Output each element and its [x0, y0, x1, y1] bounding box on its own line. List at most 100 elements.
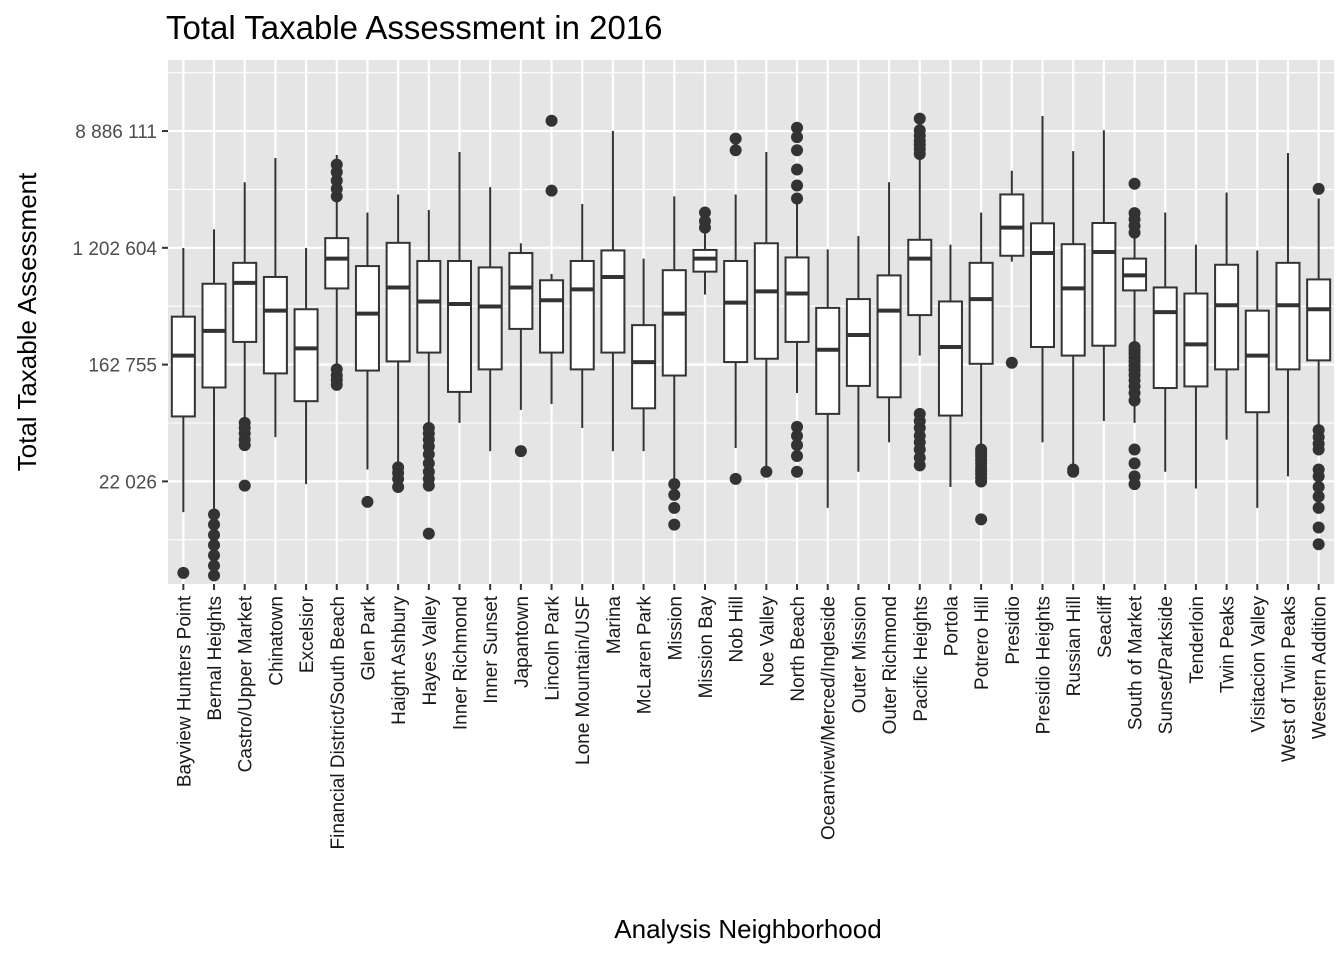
box-group — [262, 158, 288, 438]
outlier-point — [1312, 521, 1325, 534]
outlier-point — [208, 559, 221, 572]
outlier-point — [729, 132, 742, 145]
x-tick-label: Portola — [941, 596, 962, 657]
outlier-point — [1005, 356, 1018, 369]
box-iqr — [1029, 222, 1056, 349]
outlier-point — [545, 114, 558, 127]
box-iqr — [262, 275, 288, 375]
box-iqr — [876, 274, 902, 399]
box-iqr — [232, 261, 258, 343]
x-tick-label: Castro/Upper Market — [236, 595, 257, 772]
x-tick-label: Presidio — [1003, 596, 1024, 665]
box-group — [354, 212, 380, 508]
y-tick-label: 22 026 — [99, 472, 157, 493]
box-group — [508, 243, 534, 458]
box-iqr — [354, 265, 380, 372]
outlier-point — [791, 450, 804, 463]
box-iqr — [293, 308, 319, 403]
outlier-point — [791, 179, 804, 192]
box-iqr — [477, 266, 503, 371]
outlier-point — [1312, 424, 1325, 437]
box-group — [232, 182, 258, 492]
outlier-point — [729, 472, 742, 485]
box-group — [631, 258, 657, 452]
outlier-point — [1312, 501, 1325, 514]
y-axis-title: Total Taxable Assessment — [12, 172, 42, 471]
x-tick-label: Haight Ashbury — [389, 596, 410, 725]
box-group — [1244, 250, 1270, 508]
outlier-point — [422, 457, 435, 470]
box-iqr — [1244, 309, 1270, 414]
outlier-point — [791, 144, 804, 157]
outlier-point — [422, 465, 435, 478]
outlier-point — [238, 416, 251, 429]
outlier-point — [975, 443, 988, 456]
outlier-point — [208, 508, 221, 521]
box-iqr — [1091, 221, 1117, 347]
outlier-point — [422, 527, 435, 540]
box-group — [876, 182, 902, 443]
box-iqr — [815, 306, 841, 415]
box-iqr — [937, 300, 963, 417]
outlier-point — [791, 131, 804, 144]
x-tick-label: Financial District/South Beach — [328, 596, 349, 849]
box-group — [937, 244, 963, 488]
box-group — [600, 130, 626, 452]
box-iqr — [784, 256, 810, 343]
outlier-point — [1312, 463, 1325, 476]
x-tick-label: Seacliff — [1095, 595, 1116, 658]
box-iqr — [999, 193, 1025, 257]
box-iqr — [1152, 286, 1178, 390]
grid-minor — [168, 72, 1334, 541]
box-iqr — [324, 237, 350, 290]
box-group — [753, 152, 779, 478]
outlier-point — [208, 549, 221, 562]
x-tick-label: Outer Richmond — [880, 596, 901, 734]
outlier-point — [791, 439, 804, 452]
box-group — [1306, 182, 1332, 551]
x-tick-label: Tenderloin — [1187, 596, 1208, 684]
outlier-point — [668, 478, 681, 491]
box-group — [293, 247, 319, 485]
outlier-point — [330, 182, 343, 195]
x-tick-label: Twin Peaks — [1218, 596, 1239, 693]
x-tick-label: Russian Hill — [1064, 596, 1085, 696]
outlier-point — [913, 124, 926, 137]
box-group — [416, 209, 442, 540]
x-tick-label: Potrero Hill — [972, 596, 993, 690]
box-group — [907, 112, 933, 472]
box-iqr — [661, 269, 687, 377]
x-tick-label: Excelsior — [297, 595, 318, 673]
box-group — [1183, 244, 1209, 489]
outlier-point — [545, 184, 558, 197]
x-tick-label: West of Twin Peaks — [1279, 596, 1300, 762]
x-tick-label: Bernal Heights — [205, 596, 226, 721]
outlier-point — [760, 465, 773, 478]
outlier-point — [208, 569, 221, 582]
box-layer — [170, 112, 1332, 582]
x-tick-label: Inner Richmond — [451, 596, 472, 730]
outlier-point — [729, 144, 742, 157]
outlier-point — [361, 495, 374, 508]
box-group — [815, 249, 841, 508]
outlier-point — [1128, 443, 1141, 456]
outlier-point — [1067, 463, 1080, 476]
box-iqr — [1214, 263, 1240, 371]
x-tick-label: Visitacion Valley — [1248, 596, 1269, 733]
box-group — [1122, 177, 1148, 491]
x-tick-label: Lone Mountain/USF — [573, 596, 594, 765]
box-iqr — [416, 259, 442, 354]
outlier-point — [422, 421, 435, 434]
outlier-point — [913, 112, 926, 125]
x-tick-label: Sunset/Parkside — [1156, 596, 1177, 734]
box-iqr — [692, 248, 718, 273]
box-group — [784, 121, 810, 478]
outlier-point — [791, 420, 804, 433]
x-tick-label: Western Addition — [1310, 596, 1331, 739]
box-group — [446, 152, 473, 423]
box-iqr — [508, 252, 534, 330]
outlier-point — [1128, 177, 1141, 190]
box-iqr — [845, 298, 871, 387]
x-tick-label: Inner Sunset — [481, 595, 502, 703]
